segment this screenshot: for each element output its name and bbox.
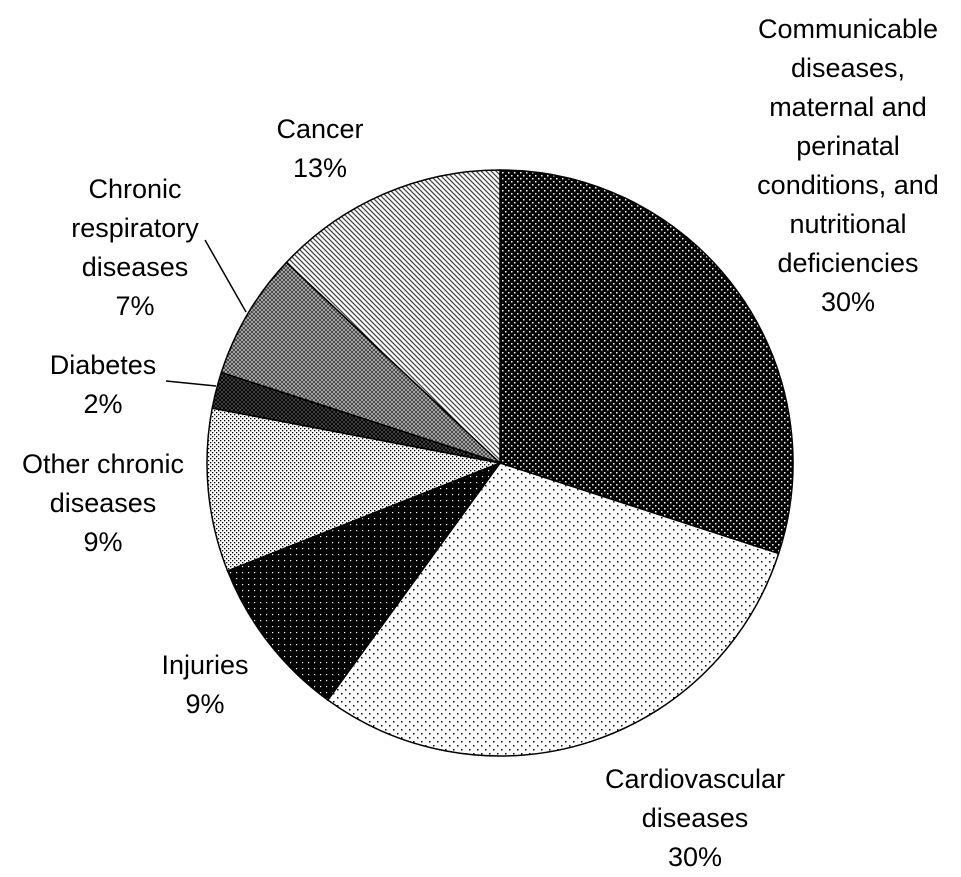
slices bbox=[206, 169, 794, 757]
pie-slice bbox=[226, 461, 503, 702]
slice-label: Cardiovascular diseases 30% bbox=[604, 764, 786, 872]
pie-slice bbox=[285, 169, 501, 465]
pie-slice bbox=[220, 261, 501, 464]
slice-label: Chronic respiratory diseases 7% bbox=[71, 174, 199, 321]
pie-slice bbox=[499, 169, 794, 555]
slice-label: Diabetes 2% bbox=[49, 350, 157, 419]
slice-label: Other chronic diseases 9% bbox=[21, 449, 185, 557]
pie-slice bbox=[326, 462, 780, 757]
slice-label: Cancer 13% bbox=[276, 114, 364, 183]
leader-line bbox=[204, 239, 247, 313]
slice-label: Communicable diseases, maternal and peri… bbox=[757, 14, 939, 317]
pie-slice bbox=[206, 407, 503, 572]
leader-line bbox=[165, 380, 217, 387]
slice-label: Injuries 9% bbox=[161, 650, 249, 719]
